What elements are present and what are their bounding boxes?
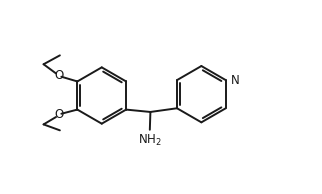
- Text: O: O: [54, 69, 64, 82]
- Text: NH$_2$: NH$_2$: [138, 133, 162, 148]
- Text: N: N: [231, 74, 240, 87]
- Text: O: O: [54, 108, 64, 121]
